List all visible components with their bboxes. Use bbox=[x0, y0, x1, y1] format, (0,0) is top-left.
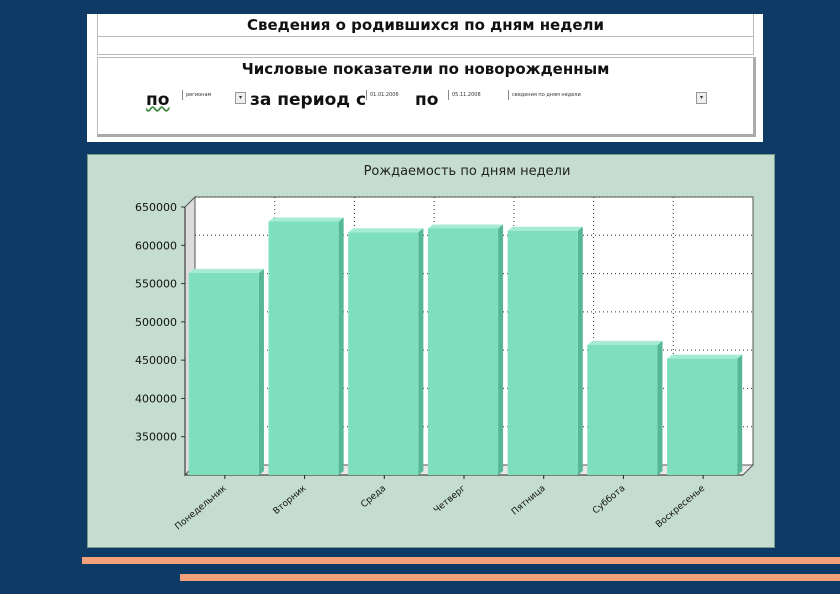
to-label: по bbox=[415, 90, 439, 110]
y-tick-label: 450000 bbox=[135, 354, 177, 367]
bar-side bbox=[418, 228, 424, 475]
period-label: за период с bbox=[250, 90, 367, 110]
bar bbox=[188, 272, 259, 475]
bar-top bbox=[507, 226, 583, 231]
group-by-dropdown-icon[interactable]: ▾ bbox=[235, 92, 246, 104]
bar bbox=[507, 230, 578, 475]
y-tick-label: 400000 bbox=[135, 392, 177, 405]
y-tick-label: 550000 bbox=[135, 278, 177, 291]
x-tick-label: Среда bbox=[359, 484, 388, 510]
bar-chart: 350000 400000 450000 500000 550000 600000 6500… bbox=[135, 164, 755, 532]
spacer-row bbox=[97, 36, 754, 55]
date-from-input[interactable]: 01.01.2006 bbox=[366, 90, 399, 100]
bar-side bbox=[258, 268, 264, 475]
bar-top bbox=[188, 268, 264, 273]
by-label: по bbox=[146, 90, 170, 110]
y-tick-label: 500000 bbox=[135, 316, 177, 329]
bar bbox=[587, 344, 658, 475]
chart-panel: 350000 400000 450000 500000 550000 600000 6500… bbox=[87, 154, 775, 548]
x-tick-label: Понедельник bbox=[174, 483, 230, 532]
decorative-line-top bbox=[82, 557, 840, 564]
report-form-panel: Сведения о родившихся по дням недели Чис… bbox=[87, 14, 763, 142]
bar-top bbox=[587, 340, 663, 345]
page-title: Сведения о родившихся по дням недели bbox=[97, 14, 754, 37]
y-tick-label: 350000 bbox=[135, 431, 177, 444]
bar bbox=[268, 221, 339, 475]
y-tick-label: 600000 bbox=[135, 239, 177, 252]
date-to-input[interactable]: 05.11.2008 bbox=[448, 90, 481, 100]
x-tick-label: Вторник bbox=[272, 483, 309, 517]
bar-top bbox=[348, 228, 424, 233]
bar-top bbox=[667, 354, 743, 359]
bar-side bbox=[657, 340, 663, 475]
page-subtitle: Числовые показатели по новорожденным bbox=[241, 60, 610, 78]
decorative-line-bottom bbox=[180, 574, 840, 581]
bar-top bbox=[427, 224, 504, 229]
x-tick-label: Четверг bbox=[432, 483, 468, 515]
bar bbox=[348, 232, 419, 475]
bar-top bbox=[268, 217, 344, 222]
x-tick-label: Пятница bbox=[510, 484, 548, 518]
chart-title: Рождаемость по дням недели bbox=[364, 164, 571, 179]
bar-side bbox=[577, 226, 583, 475]
report-type-select[interactable]: сведения по дням недели bbox=[508, 90, 581, 100]
bar bbox=[427, 228, 499, 475]
group-by-select[interactable]: регионам bbox=[182, 90, 211, 100]
x-tick-label: Воскресенье bbox=[654, 483, 707, 530]
bar-side bbox=[498, 224, 504, 475]
x-tick-label: Суббота bbox=[591, 484, 627, 517]
bar bbox=[667, 358, 738, 475]
filter-line: по регионам ▾ за период с 01.01.2006 по … bbox=[98, 88, 753, 116]
report-type-dropdown-icon[interactable]: ▾ bbox=[696, 92, 707, 104]
filter-box: Числовые показатели по новорожденным по … bbox=[97, 57, 756, 137]
y-tick-label: 650000 bbox=[135, 201, 177, 214]
bar-side bbox=[737, 354, 743, 475]
bar-side bbox=[338, 217, 344, 475]
